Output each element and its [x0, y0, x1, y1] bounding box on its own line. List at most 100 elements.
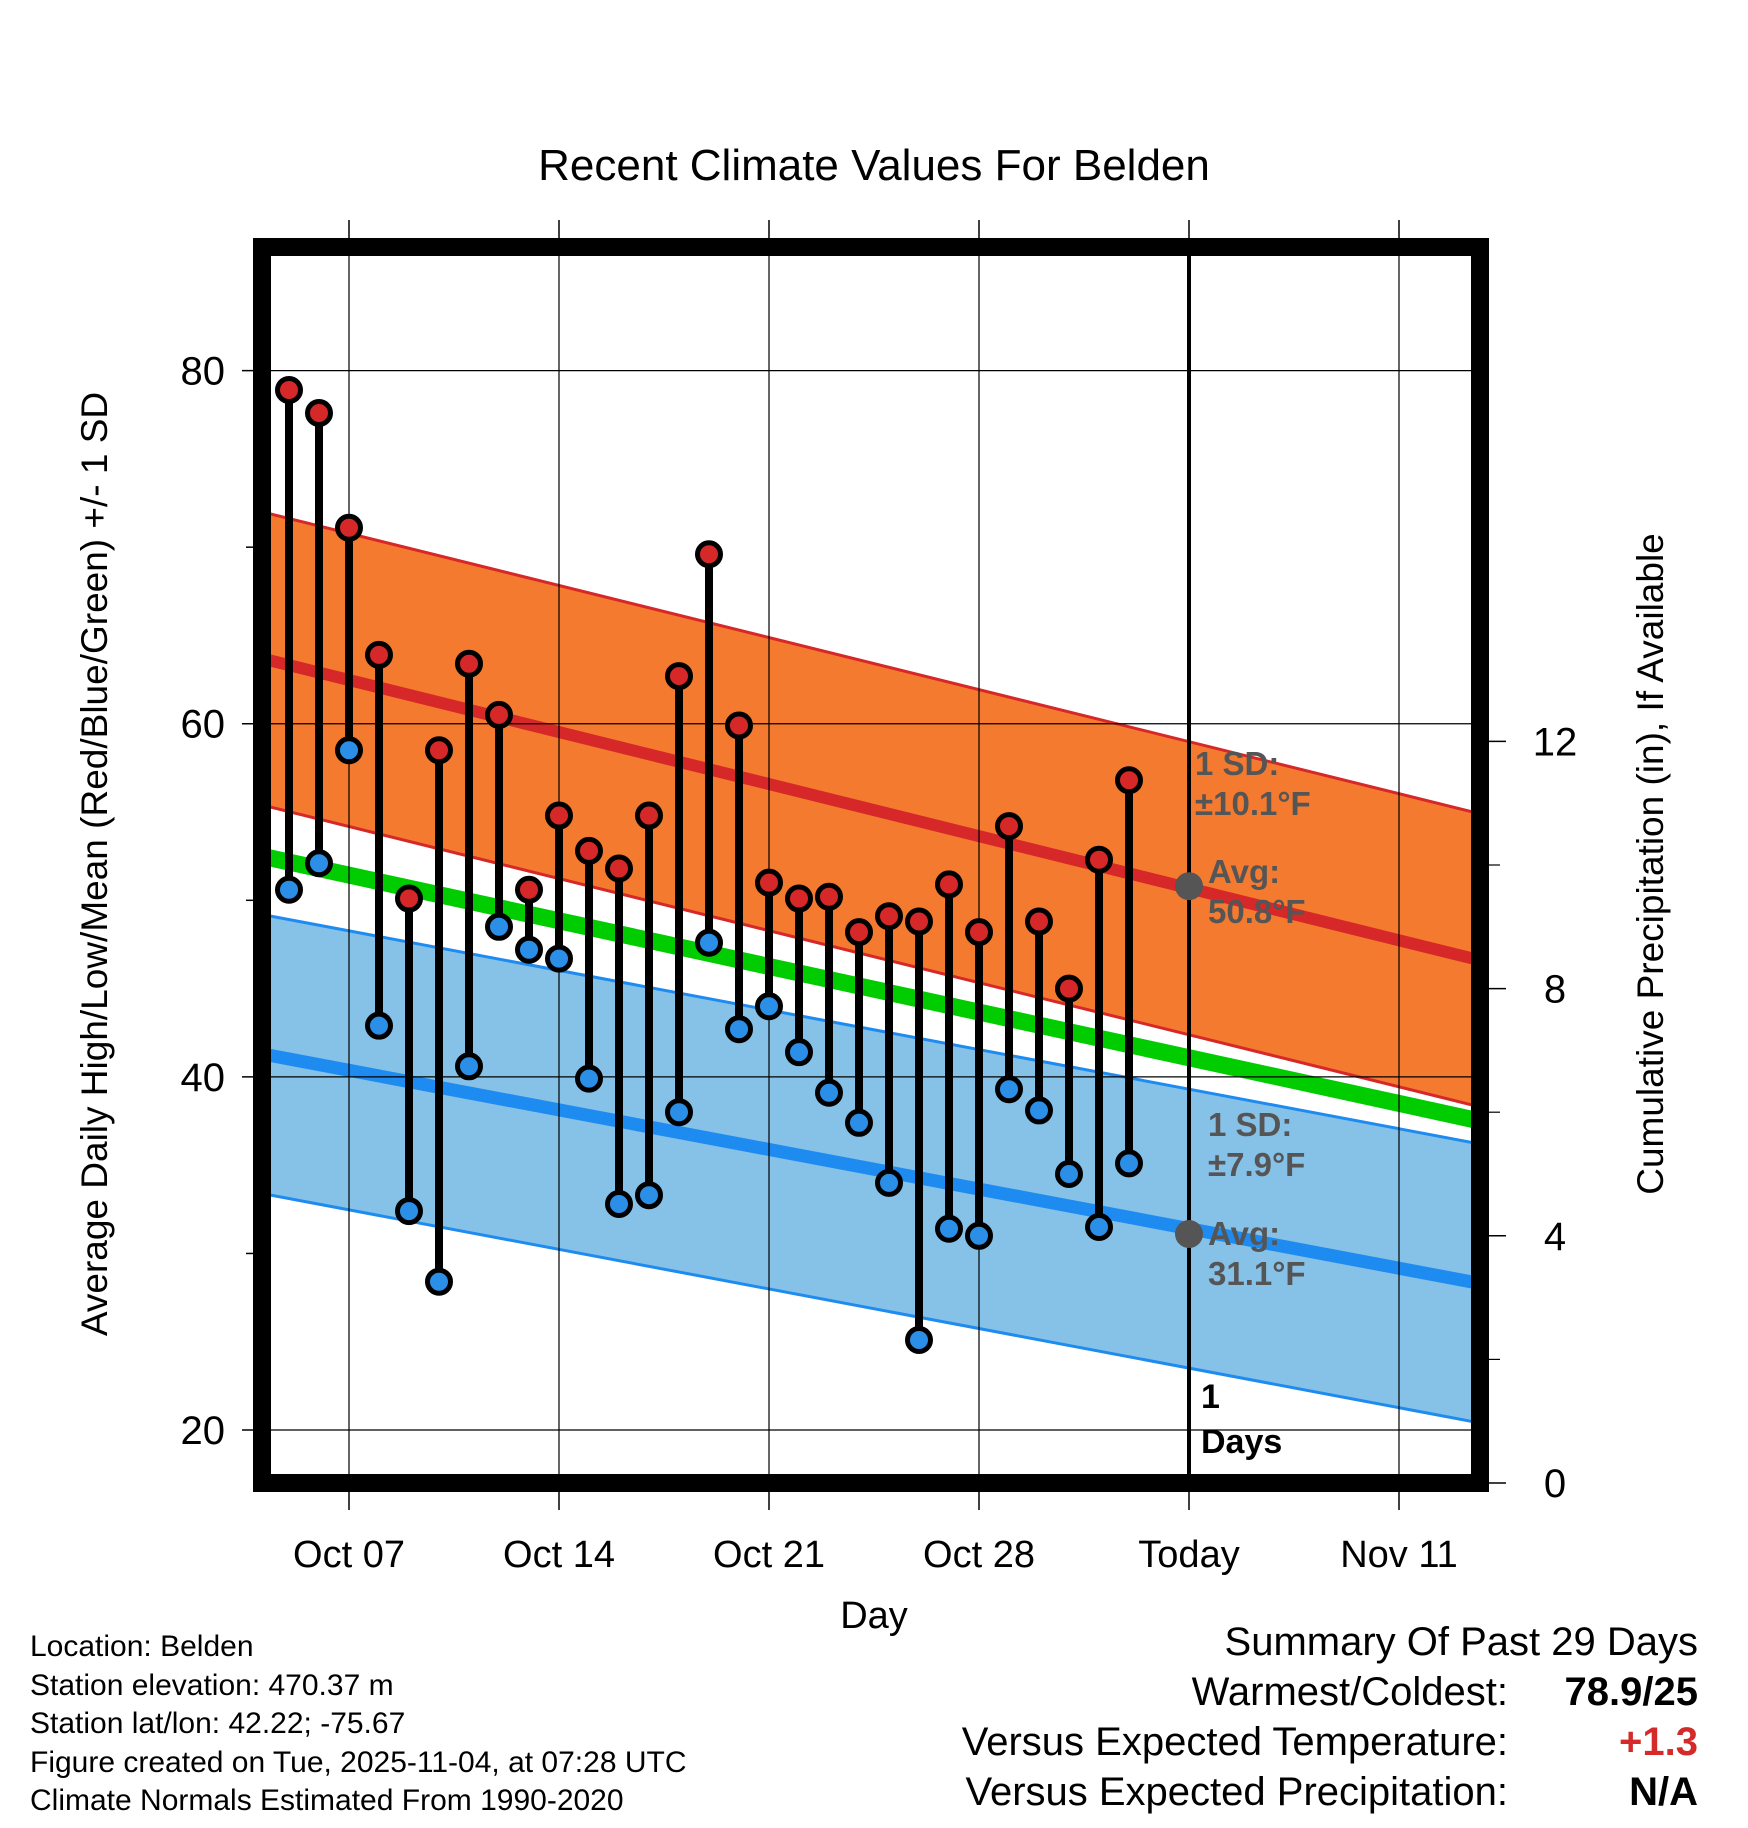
y-tick-label: 20 — [181, 1409, 226, 1453]
x-tick-label: Nov 11 — [1340, 1534, 1458, 1576]
location-text: Location: Belden — [30, 1630, 254, 1663]
low-sd-value: ±7.9°F — [1208, 1146, 1305, 1183]
y-axis-label: Average Daily High/Low/Mean (Red/Blue/Gr… — [74, 392, 115, 1336]
high-temp-point — [1025, 907, 1053, 936]
warmest-value: 78.9/25 — [1564, 1670, 1698, 1714]
low-avg-label: Avg: — [1208, 1215, 1280, 1252]
low-avg-value: 31.1°F — [1208, 1255, 1306, 1292]
high-temp-point — [725, 711, 753, 740]
high-temp-point — [935, 870, 963, 899]
low-temp-point — [395, 1197, 423, 1226]
low-temp-point — [305, 849, 333, 878]
station-info: Location: Belden Station elevation: 470.… — [30, 1628, 687, 1821]
x-tick-label: Oct 28 — [923, 1534, 1035, 1576]
summary-title-text: Summary Of Past 29 Days — [1224, 1620, 1698, 1664]
x-tick-label: Oct 21 — [713, 1534, 825, 1576]
high-temp-point — [395, 884, 423, 913]
high-temp-point — [785, 884, 813, 913]
low-temp-point — [755, 992, 783, 1021]
low-temp-point — [845, 1108, 873, 1137]
high-temp-point — [515, 875, 543, 904]
high-temp-point — [1085, 845, 1113, 874]
low-temp-point — [815, 1078, 843, 1107]
low-temp-point — [1085, 1212, 1113, 1241]
high-temp-point — [275, 376, 303, 405]
low-temp-point — [425, 1267, 453, 1296]
high-temp-point — [575, 836, 603, 865]
x-tick-label: Oct 07 — [293, 1534, 405, 1576]
high-temp-point — [425, 736, 453, 765]
today-low-avg-marker — [1175, 1220, 1203, 1249]
high-temp-point — [545, 801, 573, 830]
y2-tick-label: 8 — [1544, 968, 1566, 1012]
today-days-label: Days — [1201, 1423, 1282, 1461]
normals-text: Climate Normals Estimated From 1990-2020 — [30, 1784, 624, 1817]
summary-warmest-row: Warmest/Coldest: 78.9/25 — [962, 1670, 1698, 1720]
low-sd-label: 1 SD: — [1208, 1106, 1292, 1143]
high-temp-point — [815, 882, 843, 911]
low-temp-point — [1025, 1096, 1053, 1125]
high-temp-point — [965, 918, 993, 947]
low-temp-point — [695, 928, 723, 957]
high-temp-point — [905, 907, 933, 936]
low-temp-point — [545, 944, 573, 973]
created-text: Figure created on Tue, 2025-11-04, at 07… — [30, 1745, 687, 1779]
elevation-text: Station elevation: 470.37 m — [30, 1668, 394, 1702]
high-temp-point — [1055, 974, 1083, 1003]
low-temp-point — [935, 1214, 963, 1243]
y2-tick-label: 0 — [1544, 1462, 1566, 1506]
x-tick-label: Today — [1138, 1534, 1239, 1576]
high-temp-point — [665, 662, 693, 691]
normal-low-line — [262, 1047, 1480, 1290]
low-temp-point — [785, 1038, 813, 1067]
y2-tick-label: 4 — [1544, 1215, 1566, 1259]
summary-precip-row: Versus Expected Precipitation: N/A — [962, 1770, 1698, 1820]
today-high-avg-marker — [1175, 872, 1203, 901]
low-temp-point — [275, 875, 303, 904]
low-temp-point — [575, 1064, 603, 1093]
latlon-text: Station lat/lon: 42.22; -75.67 — [30, 1707, 406, 1740]
high-temp-point — [695, 540, 723, 569]
high-temp-point — [365, 640, 393, 669]
high-temp-point — [305, 398, 333, 427]
warmest-label: Warmest/Coldest: — [1191, 1670, 1508, 1714]
summary-panel: Summary Of Past 29 Days Warmest/Coldest:… — [962, 1620, 1698, 1820]
chart-title: Recent Climate Values For Belden — [538, 141, 1210, 190]
high-avg-value: 50.8°F — [1208, 893, 1306, 930]
low-temp-point — [965, 1221, 993, 1250]
low-temp-point — [335, 736, 363, 765]
summary-temp-row: Versus Expected Temperature: +1.3 — [962, 1720, 1698, 1770]
summary-title: Summary Of Past 29 Days — [962, 1620, 1698, 1670]
low-temp-point — [665, 1098, 693, 1127]
x-axis-label: Day — [840, 1595, 908, 1637]
y2-tick-label: 12 — [1533, 720, 1578, 764]
high-sd-label: 1 SD: — [1195, 745, 1279, 782]
temp-value: +1.3 — [1619, 1720, 1698, 1764]
high-avg-label: Avg: — [1208, 853, 1280, 890]
temp-label: Versus Expected Temperature: — [961, 1720, 1508, 1764]
y-tick-label: 40 — [181, 1056, 226, 1100]
low-temp-point — [875, 1168, 903, 1197]
high-temp-point — [605, 854, 633, 883]
precip-label: Versus Expected Precipitation: — [965, 1770, 1508, 1814]
high-temp-point — [875, 902, 903, 931]
high-temp-point — [845, 918, 873, 947]
high-sd-value: ±10.1°F — [1195, 785, 1311, 822]
low-temp-point — [365, 1011, 393, 1040]
low-temp-point — [995, 1075, 1023, 1104]
low-temp-point — [1115, 1149, 1143, 1178]
high-temp-point — [755, 868, 783, 897]
high-temp-point — [335, 513, 363, 542]
today-days-number: 1 — [1201, 1378, 1220, 1416]
high-temp-point — [635, 801, 663, 830]
x-tick-label: Oct 14 — [503, 1534, 615, 1576]
low-temp-point — [485, 912, 513, 941]
low-temp-point — [635, 1181, 663, 1210]
precip-value: N/A — [1629, 1770, 1698, 1814]
high-temp-point — [995, 812, 1023, 841]
low-temp-point — [1055, 1160, 1083, 1188]
high-temp-point — [485, 700, 513, 729]
low-temp-point — [515, 935, 543, 964]
